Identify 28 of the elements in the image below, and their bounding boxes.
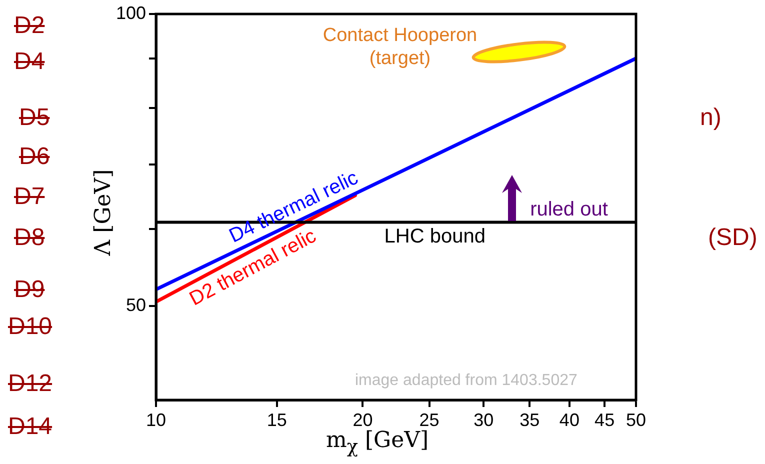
x-tick-label: 45	[594, 410, 615, 430]
x-tick-label: 25	[419, 410, 440, 430]
y-tick-label: 100	[116, 2, 146, 23]
text: D7	[14, 183, 45, 211]
text: D4	[14, 48, 45, 76]
x-axis-title: m$_{χ}$ [GeV]	[326, 428, 429, 458]
text: D6	[19, 143, 50, 171]
text: D8	[14, 224, 45, 252]
annotation: Contact Hooperon (target)	[322, 24, 478, 70]
text: D9	[14, 276, 45, 304]
x-tick-label: 30	[474, 410, 494, 430]
text: D14	[8, 413, 52, 441]
x-tick-label: 40	[559, 410, 580, 430]
x-tick-label: 10	[146, 410, 166, 430]
annotation: image adapted from 1403.5027	[355, 372, 578, 390]
x-tick-label: 20	[352, 410, 373, 430]
annotation: ruled out	[530, 198, 608, 221]
x-tick-label: 50	[626, 410, 646, 430]
x-tick-label: 35	[520, 410, 540, 430]
ref-line-label: LHC bound	[384, 226, 486, 248]
text: D2	[14, 12, 45, 40]
text: (SD)	[708, 224, 758, 252]
text: n)	[700, 104, 722, 132]
text: D12	[8, 370, 52, 398]
text: D10	[8, 313, 52, 341]
x-tick-label: 15	[266, 410, 287, 430]
y-axis-title: Λ [GeV]	[90, 169, 116, 256]
text: D5	[19, 104, 50, 132]
